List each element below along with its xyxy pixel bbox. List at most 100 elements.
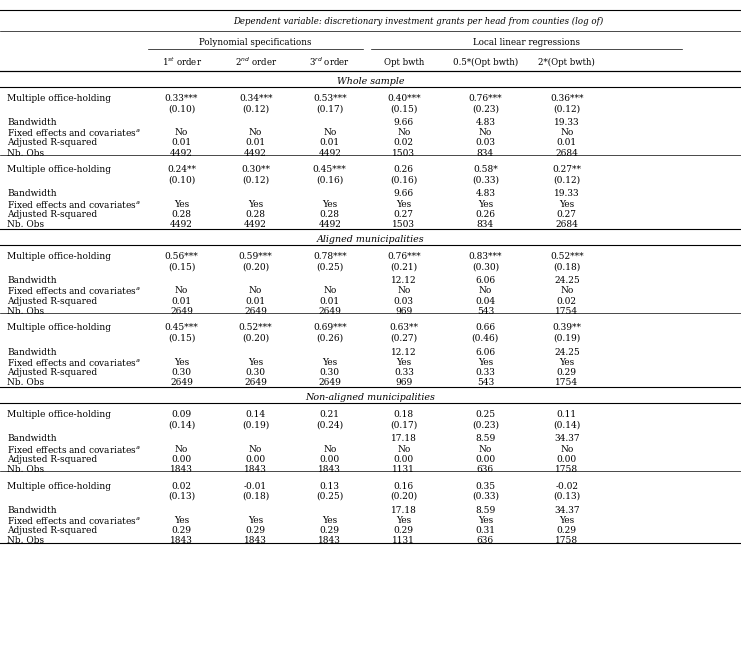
Text: Yes: Yes: [478, 358, 493, 367]
Text: 0.29: 0.29: [172, 526, 191, 535]
Text: Adjusted R-squared: Adjusted R-squared: [7, 210, 98, 218]
Text: 0.69***: 0.69***: [313, 324, 347, 332]
Text: Bandwidth: Bandwidth: [7, 276, 57, 285]
Text: Yes: Yes: [322, 199, 337, 209]
Text: Adjusted R-squared: Adjusted R-squared: [7, 368, 98, 377]
Text: (0.15): (0.15): [168, 334, 195, 343]
Text: (0.14): (0.14): [554, 421, 580, 430]
Text: Adjusted R-squared: Adjusted R-squared: [7, 526, 98, 535]
Text: 0.34***: 0.34***: [239, 94, 273, 103]
Text: (0.12): (0.12): [554, 104, 580, 113]
Text: 8.59: 8.59: [475, 506, 496, 515]
Text: Yes: Yes: [559, 358, 574, 367]
Text: (0.30): (0.30): [472, 262, 499, 271]
Text: 4.83: 4.83: [476, 118, 495, 128]
Text: Nb. Obs: Nb. Obs: [7, 148, 44, 158]
Text: Yes: Yes: [478, 516, 493, 525]
Text: No: No: [479, 128, 492, 137]
Text: 0.29: 0.29: [557, 368, 576, 377]
Text: 0.25: 0.25: [475, 410, 496, 419]
Text: 0.27**: 0.27**: [552, 165, 582, 175]
Text: 12.12: 12.12: [391, 347, 416, 356]
Text: 1843: 1843: [170, 536, 193, 545]
Text: No: No: [479, 286, 492, 296]
Text: 19.33: 19.33: [554, 190, 579, 198]
Text: No: No: [175, 445, 188, 454]
Text: 0.00: 0.00: [475, 455, 496, 464]
Text: (0.18): (0.18): [554, 262, 580, 271]
Text: (0.33): (0.33): [472, 175, 499, 184]
Text: 0.40***: 0.40***: [387, 94, 421, 103]
Text: 0.00: 0.00: [393, 455, 414, 464]
Text: No: No: [323, 128, 336, 137]
Text: 0.59***: 0.59***: [239, 252, 273, 261]
Text: 0.83***: 0.83***: [468, 252, 502, 261]
Text: 2*(Opt bwth): 2*(Opt bwth): [539, 58, 595, 67]
Text: 1503: 1503: [392, 148, 416, 158]
Text: 0.28: 0.28: [246, 210, 265, 218]
Text: 0.63**: 0.63**: [389, 324, 419, 332]
Text: Yes: Yes: [396, 199, 411, 209]
Text: -0.02: -0.02: [555, 481, 579, 490]
Text: 0.52***: 0.52***: [550, 252, 584, 261]
Text: (0.33): (0.33): [472, 492, 499, 501]
Text: 0.13: 0.13: [320, 481, 339, 490]
Text: 0.04: 0.04: [475, 296, 496, 305]
Text: (0.20): (0.20): [391, 492, 417, 501]
Text: Fixed effects and covariates$^{a}$: Fixed effects and covariates$^{a}$: [7, 515, 142, 526]
Text: 0.33***: 0.33***: [165, 94, 199, 103]
Text: 0.11: 0.11: [556, 410, 577, 419]
Text: 0.27: 0.27: [557, 210, 576, 218]
Text: Bandwidth: Bandwidth: [7, 506, 57, 515]
Text: (0.21): (0.21): [391, 262, 417, 271]
Text: (0.14): (0.14): [168, 421, 195, 430]
Text: No: No: [397, 128, 411, 137]
Text: 2$^{nd}$ order: 2$^{nd}$ order: [235, 56, 276, 68]
Text: 0.02: 0.02: [172, 481, 191, 490]
Text: 1754: 1754: [555, 378, 579, 387]
Text: 0.00: 0.00: [319, 455, 340, 464]
Text: 17.18: 17.18: [391, 506, 416, 515]
Text: (0.17): (0.17): [391, 421, 417, 430]
Text: (0.23): (0.23): [472, 421, 499, 430]
Text: Fixed effects and covariates$^{a}$: Fixed effects and covariates$^{a}$: [7, 128, 142, 139]
Text: 2684: 2684: [556, 220, 578, 229]
Text: 17.18: 17.18: [391, 434, 416, 443]
Text: 543: 543: [476, 378, 494, 387]
Text: 636: 636: [476, 536, 494, 545]
Text: 0.66: 0.66: [475, 324, 496, 332]
Text: No: No: [397, 445, 411, 454]
Text: 2649: 2649: [245, 378, 267, 387]
Text: 0.45***: 0.45***: [313, 165, 347, 175]
Text: 834: 834: [476, 148, 494, 158]
Text: 3$^{rd}$ order: 3$^{rd}$ order: [309, 56, 350, 68]
Text: (0.23): (0.23): [472, 104, 499, 113]
Text: 2649: 2649: [245, 307, 267, 316]
Text: Local linear regressions: Local linear regressions: [473, 38, 579, 47]
Text: (0.20): (0.20): [242, 262, 269, 271]
Text: 0.16: 0.16: [393, 481, 414, 490]
Text: 0.18: 0.18: [393, 410, 414, 419]
Text: 19.33: 19.33: [554, 118, 579, 128]
Text: 2649: 2649: [170, 307, 193, 316]
Text: 1843: 1843: [319, 465, 341, 474]
Text: Fixed effects and covariates$^{a}$: Fixed effects and covariates$^{a}$: [7, 199, 142, 209]
Text: (0.18): (0.18): [242, 492, 269, 501]
Text: (0.26): (0.26): [316, 334, 343, 343]
Text: Nb. Obs: Nb. Obs: [7, 307, 44, 316]
Text: 4492: 4492: [170, 148, 193, 158]
Text: (0.46): (0.46): [472, 334, 499, 343]
Text: Yes: Yes: [322, 516, 337, 525]
Text: (0.10): (0.10): [168, 175, 195, 184]
Text: 636: 636: [476, 465, 494, 474]
Text: 0.29: 0.29: [394, 526, 413, 535]
Text: (0.12): (0.12): [242, 104, 269, 113]
Text: 0.29: 0.29: [320, 526, 339, 535]
Text: 0.14: 0.14: [245, 410, 266, 419]
Text: (0.16): (0.16): [391, 175, 417, 184]
Text: (0.15): (0.15): [168, 262, 195, 271]
Text: (0.25): (0.25): [316, 262, 343, 271]
Text: (0.13): (0.13): [168, 492, 195, 501]
Text: (0.12): (0.12): [554, 175, 580, 184]
Text: 34.37: 34.37: [554, 434, 579, 443]
